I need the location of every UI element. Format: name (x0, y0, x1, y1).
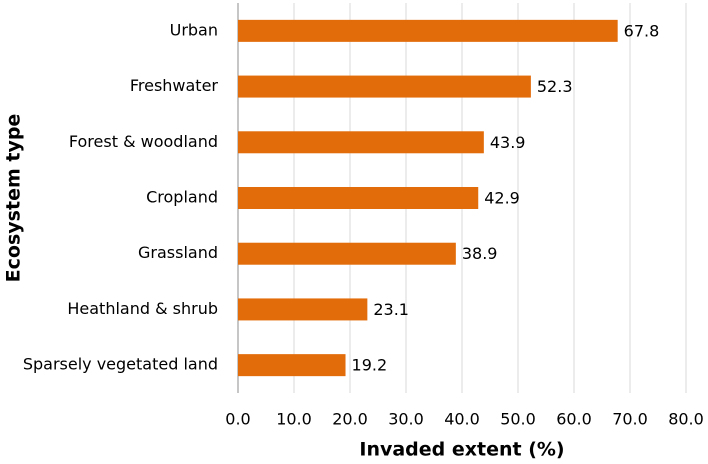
y-axis-title: Ecosystem type (3, 114, 25, 283)
data-label: 67.8 (624, 21, 660, 40)
y-tick-label: Urban (170, 20, 218, 39)
bar (238, 187, 479, 209)
data-label: 43.9 (490, 133, 526, 152)
bar (238, 75, 531, 98)
bar (238, 131, 484, 154)
x-tick-label: 80.0 (668, 410, 704, 429)
data-label: 38.9 (462, 244, 498, 263)
x-tick-label: 10.0 (276, 410, 312, 429)
bar (238, 298, 368, 321)
bar (238, 242, 456, 265)
data-label: 42.9 (484, 189, 520, 208)
x-tick-label: 40.0 (444, 410, 480, 429)
x-tick-label: 60.0 (556, 410, 592, 429)
y-tick-label: Forest & woodland (69, 132, 218, 151)
x-tick-label: 70.0 (612, 410, 648, 429)
bar (238, 354, 346, 377)
y-tick-label: Sparsely vegetated land (23, 355, 218, 374)
x-axis-title: Invaded extent (%) (359, 439, 564, 461)
data-label: 52.3 (537, 77, 573, 96)
data-label: 23.1 (373, 300, 409, 319)
y-tick-label: Grassland (138, 243, 218, 262)
x-tick-label: 0.0 (225, 410, 250, 429)
x-tick-label: 50.0 (500, 410, 536, 429)
y-tick-label: Freshwater (130, 76, 219, 95)
y-tick-label: Heathland & shrub (67, 299, 218, 318)
x-tick-label: 20.0 (332, 410, 368, 429)
bar (238, 19, 618, 42)
data-label: 19.2 (352, 356, 388, 375)
y-tick-label: Cropland (146, 188, 218, 207)
x-tick-label: 30.0 (388, 410, 424, 429)
